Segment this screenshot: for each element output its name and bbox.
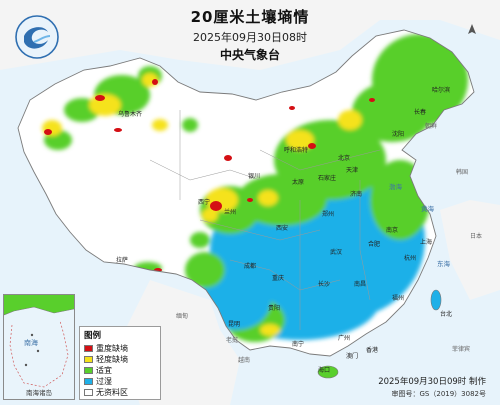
city-hefei: 合肥 xyxy=(368,240,380,248)
taiwan-island xyxy=(430,289,442,311)
city-lhasa: 拉萨 xyxy=(116,256,128,264)
legend-label: 过湿 xyxy=(96,377,112,386)
legend-item-too-wet: 过湿 xyxy=(84,376,156,387)
legend-swatch xyxy=(84,367,93,374)
legend-item-suitable: 适宜 xyxy=(84,365,156,376)
inset-sea-label: 南海 xyxy=(24,338,38,347)
legend-swatch xyxy=(84,356,93,363)
production-time: 2025年09月30日09时 制作 xyxy=(378,377,486,387)
city-taiyuan: 太原 xyxy=(292,178,304,186)
legend-swatch xyxy=(84,389,93,396)
sea-label-east: 东海 xyxy=(437,259,451,268)
map-date: 2025年09月30日08时 xyxy=(193,31,307,44)
city-shijiazhuang: 石家庄 xyxy=(318,174,336,182)
legend-label: 适宜 xyxy=(96,366,112,375)
japan-korea-land xyxy=(440,200,500,300)
city-haikou: 海口 xyxy=(318,366,330,374)
city-hangzhou: 杭州 xyxy=(404,254,416,262)
inset-label: 南海诸岛 xyxy=(26,389,52,397)
province-lines xyxy=(149,110,381,330)
sea-label-bohai: 渤海 xyxy=(389,182,403,191)
city-jinan: 济南 xyxy=(350,190,362,198)
city-shenyang: 沈阳 xyxy=(392,130,404,138)
city-beijing: 北京 xyxy=(338,154,350,162)
city-harbin: 哈尔滨 xyxy=(432,86,450,94)
legend-title: 图例 xyxy=(84,331,102,341)
neighbor-label-vietnam: 越南 xyxy=(238,356,250,364)
city-zhengzhou: 郑州 xyxy=(322,210,334,218)
neighbor-label-philippines: 菲律宾 xyxy=(452,345,470,353)
city-changsha: 长沙 xyxy=(318,280,330,288)
legend-item-severe-drought: 重度缺墒 xyxy=(84,343,156,354)
city-wuhan: 武汉 xyxy=(330,248,342,256)
city-guangzhou: 广州 xyxy=(338,334,350,342)
map-issuer: 中央气象台 xyxy=(219,48,280,62)
city-yinchuan: 银川 xyxy=(248,172,260,180)
legend-swatch xyxy=(84,378,93,385)
city-chengdu: 成都 xyxy=(244,262,256,270)
legend: 图例 重度缺墒 轻度缺墒 适宜 过湿 无资料区 xyxy=(79,326,161,400)
legend-label: 轻度缺墒 xyxy=(96,355,128,364)
city-nanning: 南宁 xyxy=(292,340,304,348)
neighbor-label-laos: 老挝 xyxy=(226,336,238,344)
legend-item-light-drought: 轻度缺墒 xyxy=(84,354,156,365)
city-urumqi: 乌鲁木齐 xyxy=(118,110,142,118)
northern-neighbors xyxy=(0,0,500,70)
city-xining: 西宁 xyxy=(198,198,210,206)
city-kunming: 昆明 xyxy=(228,321,240,328)
city-chongqing: 重庆 xyxy=(272,274,284,282)
south-china-sea-inset: 南海 南海诸岛 xyxy=(3,294,75,400)
neighbor-label-myanmar: 缅甸 xyxy=(176,312,188,320)
city-fuzhou: 福州 xyxy=(392,294,404,302)
city-hongkong: 香港 xyxy=(366,346,378,354)
legend-label: 重度缺墒 xyxy=(96,344,128,353)
city-shanghai: 上海 xyxy=(420,238,432,246)
city-macau: 澳门 xyxy=(346,352,358,360)
map-approval-number: 审图号：GS（2019）3082号 xyxy=(391,390,487,398)
legend-swatch xyxy=(84,345,93,352)
city-hohhot: 呼和浩特 xyxy=(284,146,308,154)
neighbor-label-korea: 韩国 xyxy=(456,168,468,176)
neighbor-label-dprk: 朝鲜 xyxy=(425,122,437,130)
city-labels: 哈尔滨 长春 沈阳 北京 天津 石家庄 太原 济南 郑州 西安 兰州 西宁 银川… xyxy=(116,86,452,374)
city-nanjing: 南京 xyxy=(386,226,398,234)
legend-item-no-data: 无资料区 xyxy=(84,387,156,398)
city-xian: 西安 xyxy=(276,224,288,232)
legend-label: 无资料区 xyxy=(96,388,128,397)
city-guiyang: 贵阳 xyxy=(268,304,280,312)
neighbor-label-japan: 日本 xyxy=(470,232,482,240)
hainan-island xyxy=(317,365,339,379)
city-lanzhou: 兰州 xyxy=(224,208,236,216)
city-tianjin: 天津 xyxy=(346,167,358,174)
city-taipei: 台北 xyxy=(440,310,452,318)
map-title: 20厘米土壤墒情 xyxy=(190,8,310,26)
inset-map: 南海 xyxy=(4,295,74,399)
severe-drought-spots xyxy=(44,79,375,272)
cma-logo-icon xyxy=(15,15,59,59)
compass-north-arrow xyxy=(468,24,476,34)
city-changchun: 长春 xyxy=(414,108,426,116)
sea-label-yellow: 黄海 xyxy=(421,204,435,213)
city-nanchang: 南昌 xyxy=(354,280,366,288)
